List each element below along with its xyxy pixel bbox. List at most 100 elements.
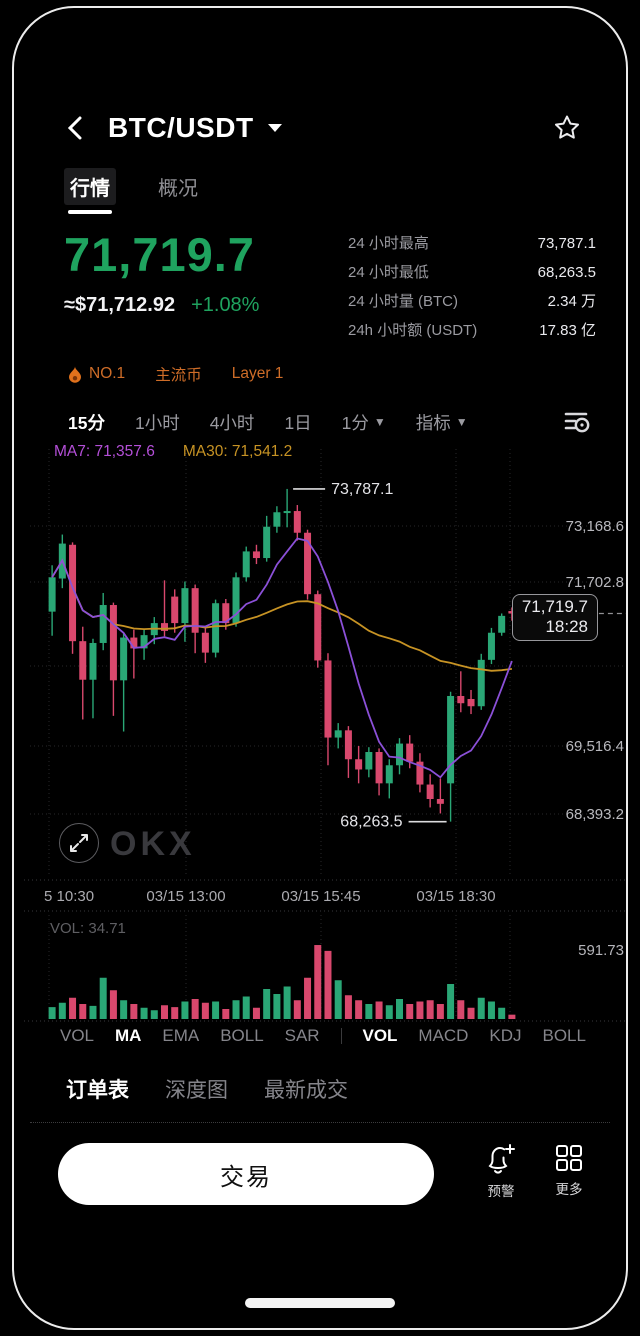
volume-bar: [314, 945, 322, 1019]
price-change: +1.08%: [191, 294, 260, 316]
phone-frame: BTC/USDT 行情 概况 71,719.7 ≈$71,712.92 +1.08…: [12, 6, 628, 1330]
candle: [457, 695, 465, 704]
chart-area: 73,168.6 71,702.8 69,516.4 68,393.2 5 10:30 0…: [14, 439, 626, 1024]
bottom-tab-1[interactable]: 深度图: [165, 1079, 228, 1102]
ma7-label: MA7: 71,357.6: [54, 443, 155, 460]
caret-down-icon: [267, 124, 282, 132]
candle: [304, 532, 312, 595]
candle: [69, 544, 77, 642]
last-price-tag-price: 71,719.7: [521, 597, 588, 616]
grid: [24, 449, 626, 1022]
volume-bar: [232, 1000, 240, 1019]
volume-current-label: VOL: 34.71: [50, 920, 126, 937]
timeframe-tab-4小时[interactable]: 4小时: [209, 412, 255, 433]
bottom-tabs: 订单表 深度图 最新成交: [66, 1074, 610, 1104]
alert-button[interactable]: 预警: [484, 1143, 518, 1200]
home-indicator[interactable]: [245, 1298, 395, 1308]
volume-bar: [324, 950, 332, 1019]
indicator-tab-main-MA[interactable]: MA: [114, 1026, 142, 1045]
indicator-group-divider: [340, 1028, 342, 1044]
price-section: 71,719.7 ≈$71,712.92 +1.08% 24 小时最高 73,78…: [64, 227, 596, 345]
stat-label: 24h 小时额 (USDT): [348, 322, 478, 339]
caret-down-icon: ▼: [455, 415, 468, 429]
timeframe-tab-指标[interactable]: 指标 ▼: [415, 412, 468, 433]
volume-bar: [109, 990, 117, 1019]
candle: [232, 577, 240, 624]
candle: [498, 615, 506, 633]
candle: [314, 594, 322, 661]
volume-bar: [477, 997, 485, 1019]
indicator-tab-sub-BOLL[interactable]: BOLL: [542, 1026, 586, 1045]
volume-bar: [120, 1000, 128, 1019]
timeframe-tab-15分[interactable]: 15分: [68, 412, 105, 433]
last-price-tag: 71,719.7 18:28: [511, 594, 598, 641]
indicator-tab-main-VOL[interactable]: VOL: [60, 1026, 95, 1045]
volume-bar: [426, 1000, 434, 1019]
candle: [201, 632, 209, 653]
volume-bar: [293, 1000, 301, 1019]
bell-plus-icon: [488, 1144, 515, 1174]
fiat-price: ≈$71,712.92: [64, 294, 176, 316]
volume-bar: [89, 1005, 97, 1019]
timeframe-tab-1分[interactable]: 1分 ▼: [341, 412, 386, 433]
chevron-left-icon: [67, 116, 82, 140]
volume-bar: [69, 997, 77, 1019]
bottom-tab-0[interactable]: 订单表: [66, 1079, 129, 1102]
volume-bar: [150, 1010, 158, 1019]
tab-market[interactable]: 行情: [64, 168, 116, 214]
stat-row: 24 小时最高 73,787.1: [348, 229, 596, 258]
candle: [171, 596, 179, 624]
chart-settings-button[interactable]: [562, 409, 592, 435]
volume-bar: [252, 1007, 260, 1019]
candle: [252, 551, 260, 559]
candle: [416, 761, 424, 785]
candle: [385, 765, 393, 784]
back-button[interactable]: [64, 114, 92, 142]
watermark: OKX: [110, 825, 196, 863]
x-axis-label: 03/15 13:00: [146, 888, 225, 905]
badge-1[interactable]: 主流币: [155, 367, 202, 384]
x-axis-label: 03/15 18:30: [416, 888, 495, 905]
candle: [293, 511, 301, 533]
volume-bars: [48, 945, 516, 1019]
timeframe-tab-1小时[interactable]: 1小时: [134, 412, 180, 433]
alert-label: 预警: [487, 1184, 515, 1199]
trade-button[interactable]: 交易: [58, 1143, 434, 1205]
candle: [477, 659, 485, 707]
volume-bar: [191, 999, 199, 1019]
more-button[interactable]: 更多: [554, 1143, 584, 1198]
indicator-tab-sub-KDJ[interactable]: KDJ: [489, 1026, 522, 1045]
timeframe-row: 15分 1小时 4小时 1日 1分 ▼ 指标 ▼: [68, 409, 592, 435]
timeframe-tab-1日[interactable]: 1日: [284, 412, 312, 433]
x-axis-label: 5 10:30: [44, 888, 94, 905]
indicator-tab-sub-VOL[interactable]: VOL: [362, 1026, 398, 1045]
expand-button[interactable]: [59, 823, 99, 863]
volume-bar: [79, 1004, 87, 1019]
pair-title[interactable]: BTC/USDT: [108, 112, 254, 143]
volume-bar: [457, 1000, 465, 1019]
badge-0[interactable]: NO.1: [68, 365, 125, 383]
pair-dropdown[interactable]: [266, 122, 284, 134]
favorite-button[interactable]: [552, 113, 582, 143]
indicator-tab-main-BOLL[interactable]: BOLL: [220, 1026, 264, 1045]
volume-bar: [355, 1000, 363, 1019]
stat-label: 24 小时最高: [348, 235, 429, 252]
ma30-line: [51, 558, 513, 672]
volume-bar: [130, 1004, 138, 1019]
bottom-tab-2[interactable]: 最新成交: [264, 1079, 348, 1102]
high-annotation: 73,787.1: [293, 481, 393, 498]
indicator-tab-main-SAR[interactable]: SAR: [284, 1026, 320, 1045]
tab-overview[interactable]: 概况: [158, 178, 198, 200]
last-price-tag-time: 18:28: [545, 617, 588, 636]
volume-bar: [161, 1005, 168, 1019]
candles: [48, 488, 516, 822]
indicator-tab-main-EMA[interactable]: EMA: [162, 1026, 200, 1045]
chart-settings-icon: [564, 412, 590, 433]
indicator-tab-sub-MACD[interactable]: MACD: [418, 1026, 469, 1045]
volume-bar: [263, 989, 271, 1019]
header: BTC/USDT: [64, 112, 582, 144]
badge-2[interactable]: Layer 1: [231, 365, 284, 382]
volume-bar: [304, 977, 312, 1019]
volume-bar: [283, 986, 291, 1019]
kline-chart[interactable]: 73,168.6 71,702.8 69,516.4 68,393.2 5 10:30 0…: [14, 439, 628, 1024]
